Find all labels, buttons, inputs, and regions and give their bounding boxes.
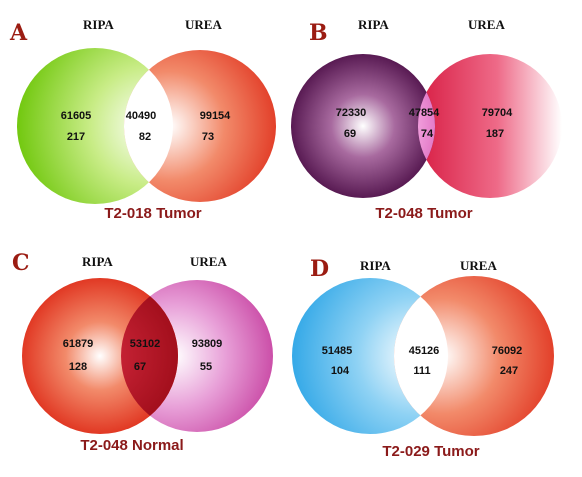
right-only-count: 93809 bbox=[192, 338, 223, 350]
panel-d: D RIPA UREA 51485 104 45126 111 76092 24… bbox=[292, 256, 554, 460]
panel-caption: T2-048 Normal bbox=[80, 437, 183, 454]
set-label-left: RIPA bbox=[360, 258, 391, 273]
set-label-right: UREA bbox=[468, 17, 505, 32]
overlap-count: 47854 bbox=[409, 107, 440, 119]
overlap-count-secondary: 111 bbox=[413, 365, 430, 377]
venn-overlap bbox=[394, 278, 448, 434]
left-only-count-secondary: 217 bbox=[67, 131, 85, 143]
overlap-count: 45126 bbox=[409, 345, 440, 357]
panel-letter: B bbox=[309, 20, 328, 46]
venn-circle-right bbox=[418, 54, 562, 198]
set-label-left: RIPA bbox=[83, 17, 114, 32]
panel-letter: A bbox=[9, 20, 28, 46]
left-only-count-secondary: 104 bbox=[331, 365, 350, 377]
right-only-count-secondary: 247 bbox=[500, 365, 518, 377]
right-only-count: 99154 bbox=[200, 110, 231, 122]
overlap-count: 40490 bbox=[126, 110, 157, 122]
left-only-count: 61605 bbox=[61, 110, 92, 122]
panel-b: B RIPA UREA 72330 69 47854 74 79704 187 … bbox=[291, 17, 562, 222]
left-only-count-secondary: 69 bbox=[344, 128, 356, 140]
set-label-right: UREA bbox=[190, 254, 227, 269]
panel-c: C RIPA UREA 61879 128 53102 67 93809 55 … bbox=[12, 250, 273, 454]
venn-circle-left bbox=[17, 48, 173, 204]
overlap-count-secondary: 67 bbox=[134, 361, 146, 373]
panel-letter: C bbox=[12, 250, 30, 276]
left-only-count: 72330 bbox=[336, 107, 367, 119]
panel-caption: T2-048 Tumor bbox=[375, 205, 472, 222]
left-only-count: 61879 bbox=[63, 338, 94, 350]
panel-a: A RIPA UREA 61605 217 40490 82 99154 73 … bbox=[9, 17, 276, 222]
overlap-count-secondary: 74 bbox=[421, 128, 434, 140]
panel-caption: T2-018 Tumor bbox=[104, 205, 201, 222]
right-only-count: 79704 bbox=[482, 107, 513, 119]
right-only-count-secondary: 187 bbox=[486, 128, 504, 140]
right-only-count-secondary: 73 bbox=[202, 131, 214, 143]
right-only-count: 76092 bbox=[492, 345, 523, 357]
venn-overlap bbox=[121, 280, 178, 432]
set-label-right: UREA bbox=[185, 17, 222, 32]
panel-caption: T2-029 Tumor bbox=[382, 443, 479, 460]
overlap-count: 53102 bbox=[130, 338, 161, 350]
set-label-left: RIPA bbox=[358, 17, 389, 32]
venn-circle-left bbox=[291, 54, 435, 198]
right-only-count-secondary: 55 bbox=[200, 361, 212, 373]
left-only-count-secondary: 128 bbox=[69, 361, 87, 373]
overlap-count-secondary: 82 bbox=[139, 131, 151, 143]
set-label-left: RIPA bbox=[82, 254, 113, 269]
left-only-count: 51485 bbox=[322, 345, 353, 357]
set-label-right: UREA bbox=[460, 258, 497, 273]
panel-letter: D bbox=[310, 256, 329, 282]
